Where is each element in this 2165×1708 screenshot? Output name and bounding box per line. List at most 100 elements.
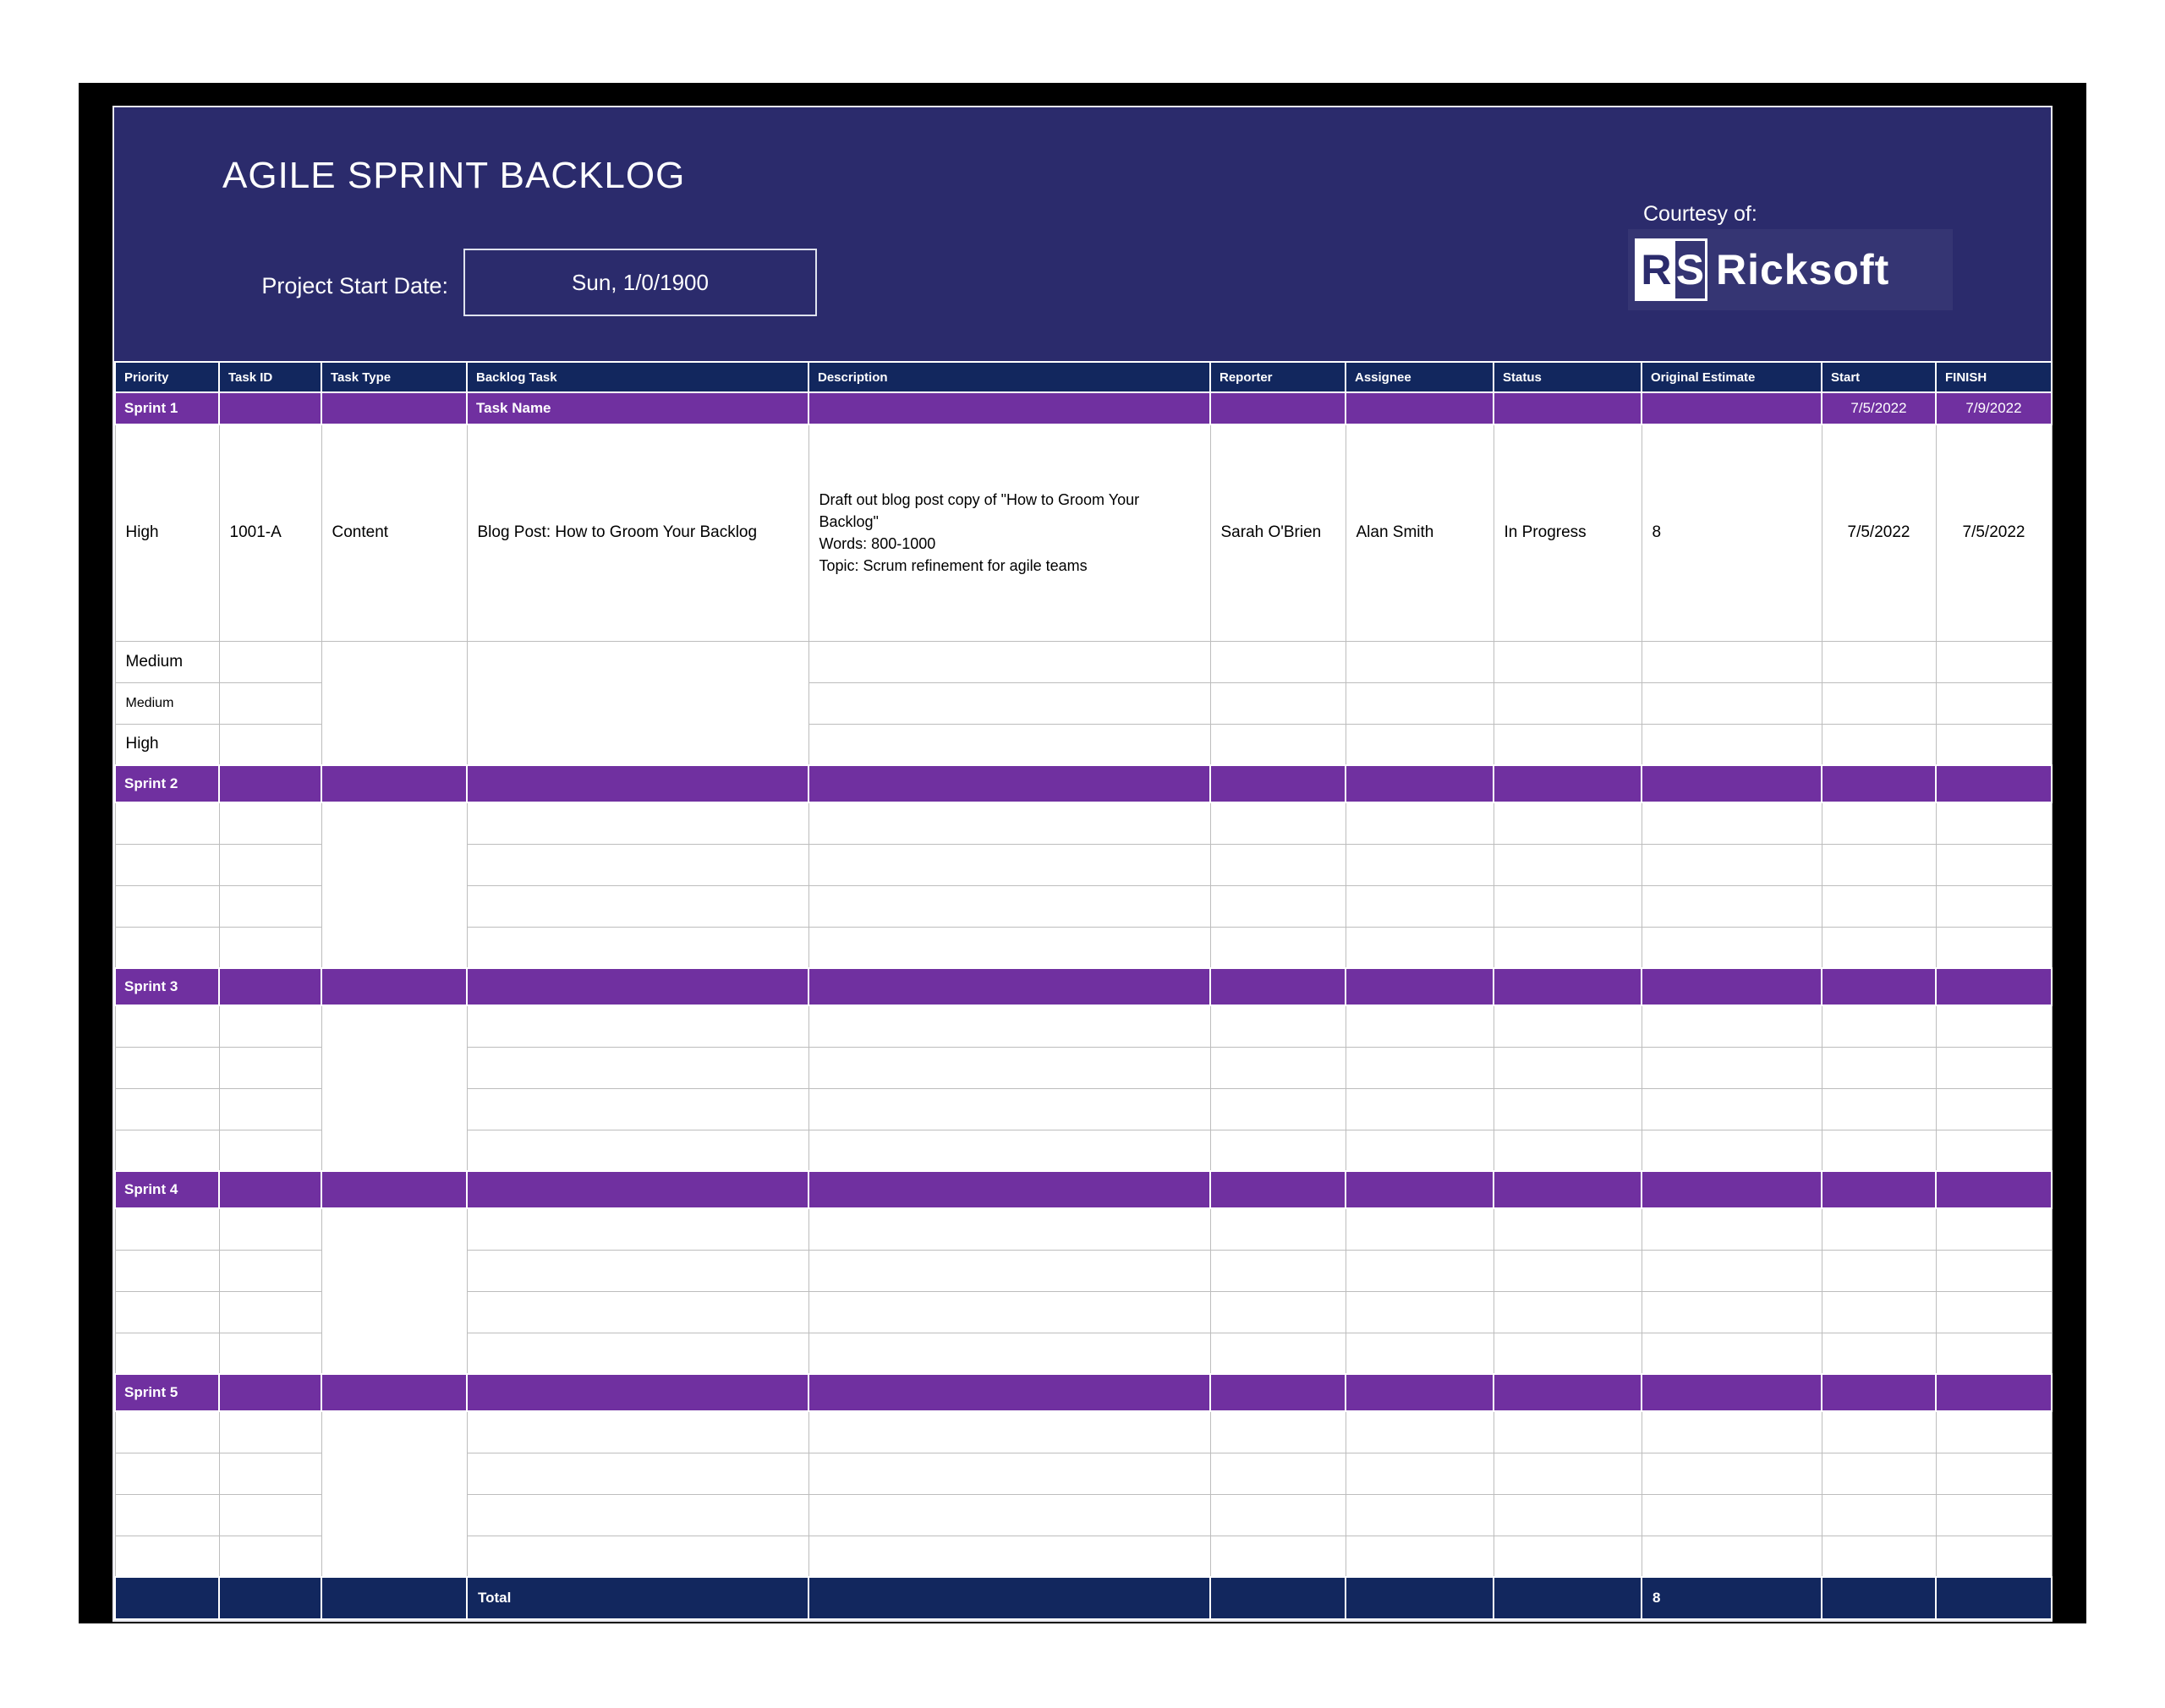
- cell-original_estimate: [1641, 884, 1822, 928]
- band-cell-description: [808, 1170, 1211, 1209]
- cell-finish: [1935, 1452, 2053, 1495]
- total-row: Total 8: [114, 1576, 2053, 1620]
- project-start-date-field[interactable]: Sun, 1/0/1900: [463, 249, 817, 316]
- banner: AGILE SPRINT BACKLOG Project Start Date:…: [114, 107, 2051, 361]
- total-cell-priority: [114, 1576, 220, 1620]
- table-row: High 1001-A Content Blog Post: How to Groom…: [114, 424, 2053, 642]
- cell-backlog_task: [466, 1452, 809, 1495]
- cell-original_estimate: [1641, 723, 1822, 766]
- cell-original_estimate: [1641, 843, 1822, 886]
- band-cell-finish: [1935, 967, 2053, 1006]
- sprint-label-cell: Sprint 4: [114, 1170, 220, 1209]
- cell-assignee: [1345, 723, 1494, 766]
- cell-original_estimate: [1641, 1452, 1822, 1495]
- band-cell-reporter: [1209, 391, 1346, 425]
- cell-reporter: [1209, 802, 1346, 845]
- cell-description: [808, 1129, 1211, 1172]
- cell-finish: [1935, 802, 2053, 845]
- column-header-description: Description: [808, 361, 1211, 393]
- cell-assignee: [1345, 682, 1494, 725]
- band-cell-description: [808, 1373, 1211, 1412]
- cell-start: [1821, 1493, 1937, 1536]
- sprint-band-row: Sprint 1 Task Name 7/5/2022 7/9/2022: [114, 391, 2053, 425]
- table-row: [114, 1290, 2053, 1333]
- rs-monogram-icon: R S: [1635, 238, 1707, 301]
- table-row: [114, 1087, 2053, 1130]
- cell-start: [1821, 802, 1937, 845]
- cell-priority: [114, 884, 220, 928]
- sprint-band-row: Sprint 4: [114, 1170, 2053, 1209]
- band-cell-reporter: [1209, 967, 1346, 1006]
- cell-finish: [1935, 1535, 2053, 1578]
- cell-priority: High: [114, 723, 220, 766]
- sprint-band-row: Sprint 3: [114, 967, 2053, 1006]
- cell-description: [808, 1452, 1211, 1495]
- cell-status: [1493, 843, 1642, 886]
- cell-reporter: [1209, 926, 1346, 969]
- cell-task_id: [218, 1535, 322, 1578]
- cell-description: [808, 1535, 1211, 1578]
- sprint-backlog-sheet: AGILE SPRINT BACKLOG Project Start Date:…: [112, 106, 2053, 1622]
- cell-task_id: 1001-A: [218, 424, 322, 642]
- cell-start: [1821, 926, 1937, 969]
- total-cell-finish: [1935, 1576, 2053, 1620]
- total-cell-reporter: [1209, 1576, 1346, 1620]
- cell-description: [808, 640, 1211, 683]
- table-row: [114, 1207, 2053, 1375]
- cell-reporter: [1209, 1332, 1346, 1375]
- cell-original_estimate: [1641, 802, 1822, 845]
- cell-description: [808, 1207, 1211, 1251]
- cell-start: [1821, 1207, 1937, 1251]
- cell-status: [1493, 1129, 1642, 1172]
- cell-backlog_task: [466, 1332, 809, 1375]
- sprint-label-cell: Sprint 3: [114, 967, 220, 1006]
- table-row: [114, 1535, 2053, 1578]
- band-cell-backlog_task: [466, 1373, 809, 1412]
- cell-assignee: [1345, 926, 1494, 969]
- cell-status: [1493, 1005, 1642, 1048]
- cell-start: [1821, 1332, 1937, 1375]
- band-cell-start: [1821, 967, 1937, 1006]
- band-cell-original_estimate: [1641, 391, 1822, 425]
- cell-original_estimate: [1641, 1249, 1822, 1292]
- cell-priority: [114, 802, 220, 845]
- band-cell-backlog_task: Task Name: [466, 391, 809, 425]
- table-row: High: [114, 723, 2053, 766]
- cell-task_id: [218, 1452, 322, 1495]
- cell-original_estimate: [1641, 682, 1822, 725]
- table-row: Medium: [114, 640, 2053, 766]
- cell-priority: [114, 1452, 220, 1495]
- cell-status: [1493, 1207, 1642, 1251]
- cell-backlog_task: [466, 1249, 809, 1292]
- band-cell-original_estimate: [1641, 1170, 1822, 1209]
- cell-description: Draft out blog post copy of "How to Groo…: [808, 424, 1211, 642]
- cell-start: [1821, 884, 1937, 928]
- cell-start: [1821, 1005, 1937, 1048]
- cell-status: [1493, 640, 1642, 683]
- cell-finish: [1935, 843, 2053, 886]
- cell-status: In Progress: [1493, 424, 1642, 642]
- band-cell-description: [808, 764, 1211, 803]
- cell-start: [1821, 682, 1937, 725]
- cell-backlog_task: [466, 1207, 809, 1251]
- ricksoft-logo: R S Ricksoft: [1628, 229, 1953, 310]
- band-cell-status: [1493, 764, 1642, 803]
- cell-assignee: [1345, 1290, 1494, 1333]
- cell-original_estimate: [1641, 640, 1822, 683]
- column-header-start: Start: [1821, 361, 1937, 393]
- cell-assignee: [1345, 1410, 1494, 1453]
- cell-original_estimate: [1641, 1046, 1822, 1089]
- cell-finish: [1935, 1207, 2053, 1251]
- cell-description: [808, 1087, 1211, 1130]
- band-cell-task_id: [218, 391, 322, 425]
- band-cell-backlog_task: [466, 967, 809, 1006]
- cell-priority: [114, 1249, 220, 1292]
- cell-priority: Medium: [114, 640, 220, 683]
- cell-reporter: [1209, 723, 1346, 766]
- band-cell-assignee: [1345, 1373, 1494, 1412]
- cell-finish: [1935, 884, 2053, 928]
- cell-priority: [114, 1087, 220, 1130]
- cell-priority: [114, 1535, 220, 1578]
- cell-task_id: [218, 1005, 322, 1048]
- cell-task_type: [321, 1207, 468, 1375]
